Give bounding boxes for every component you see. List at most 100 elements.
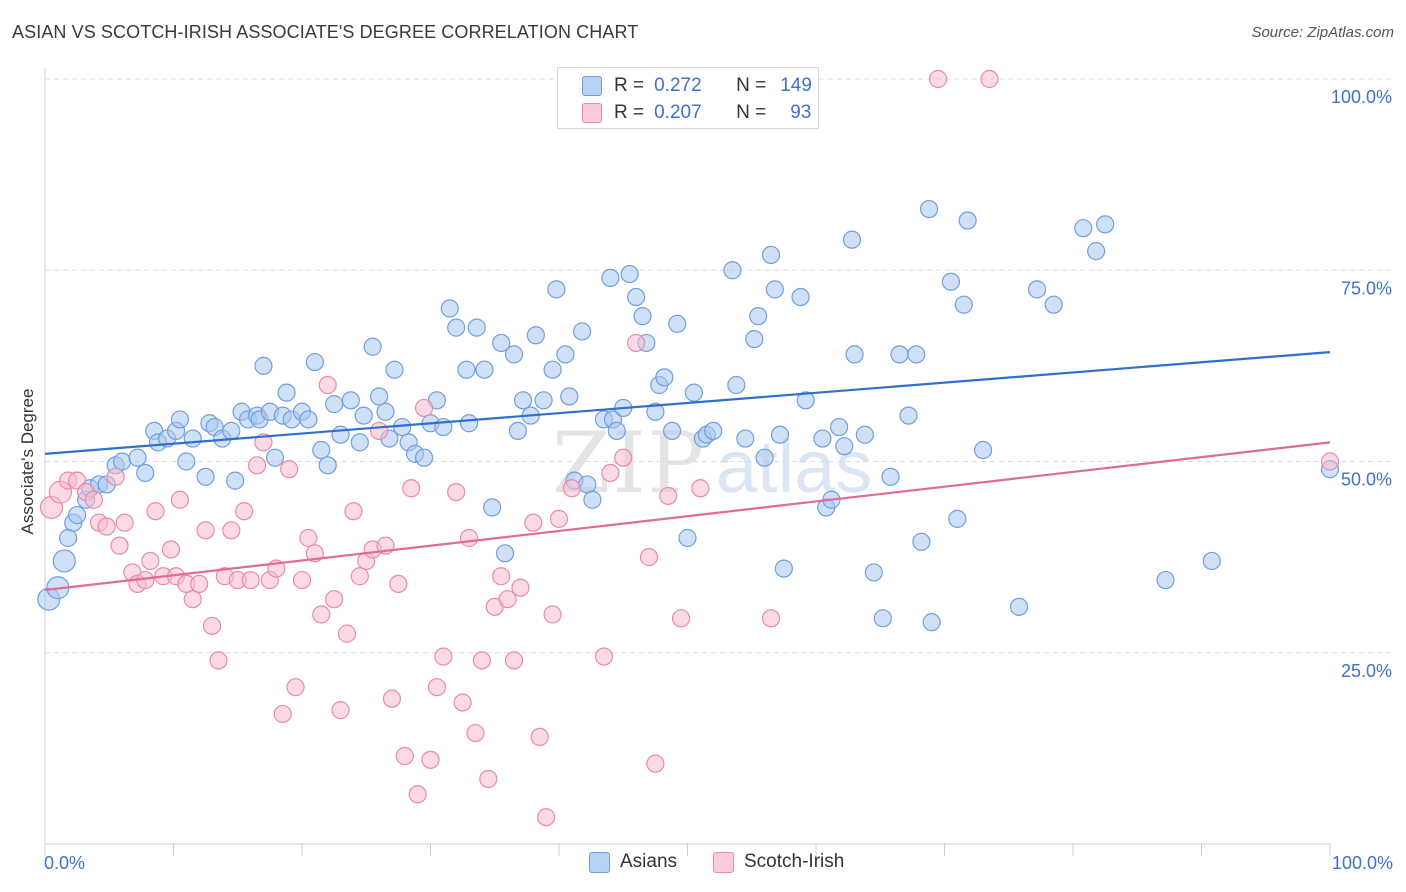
x-tick-label: 100.0% (1332, 853, 1393, 873)
asian-point (305, 352, 324, 372)
stats-legend: R = 0.272 N = 149 R = 0.207 N = 93 (557, 67, 819, 129)
scotch-irish-point (492, 567, 511, 586)
scotch-irish-point (209, 651, 228, 670)
asian-point (526, 326, 545, 345)
scotch-irish-point (453, 693, 472, 712)
n-label: N = (736, 75, 767, 96)
asian-point (755, 448, 774, 467)
asian-point (835, 437, 854, 456)
scotch-irish-point (524, 513, 543, 532)
source-label: Source: ZipAtlas.com (1251, 24, 1394, 41)
scotch-irish-point (466, 723, 485, 743)
y-tick-label: 50.0% (1341, 470, 1392, 490)
scotch-irish-point (614, 448, 633, 467)
scotch-irish-point (280, 460, 299, 479)
asian-point (1027, 280, 1047, 299)
scotch-irish-point (299, 528, 318, 548)
asian-point (183, 429, 202, 448)
scotch-irish-point (254, 433, 273, 452)
asian-point (607, 421, 626, 440)
asian-point (1074, 219, 1093, 238)
y-tick-label: 100.0% (1331, 87, 1392, 107)
scotch-irish-trend-line (44, 441, 1331, 592)
scotch-irish-point (402, 479, 421, 498)
asian-point (873, 609, 892, 628)
asian-point (633, 307, 652, 326)
asian-point (830, 417, 849, 437)
scotch-irish-point (691, 479, 710, 498)
asian-point (492, 333, 511, 353)
scotch-irish-point (110, 536, 129, 555)
asian-point (1202, 551, 1221, 571)
scotch-irish-point (1320, 452, 1340, 471)
asian-point (385, 360, 404, 379)
asian-point (855, 425, 874, 444)
asian-point (312, 440, 331, 460)
scotch-irish-point (447, 483, 466, 502)
scotch-irish-point (222, 521, 241, 540)
asian-point (620, 264, 639, 284)
scotch-irish-point (601, 463, 620, 483)
asian-point (196, 467, 215, 486)
scotch-irish-point (980, 69, 999, 89)
scotch-irish-point (537, 808, 556, 827)
asian-point (907, 345, 926, 364)
scotch-irish-point (459, 528, 479, 548)
y-axis-label: Associate's Degree (18, 389, 37, 535)
r-value: 0.207 (654, 102, 702, 123)
asian-point (1044, 295, 1063, 314)
scotch-irish-point (421, 750, 440, 769)
scotch-irish-point (395, 746, 414, 766)
scotch-irish-point (115, 513, 134, 532)
scotch-irish-point (504, 651, 524, 670)
scotch-irish-point (543, 605, 562, 624)
scotch-irish-point (761, 609, 781, 628)
asian-point (842, 230, 862, 249)
asian-point (845, 345, 864, 364)
asian-point (770, 425, 790, 444)
asian-point (948, 509, 967, 528)
asian-point (1096, 215, 1115, 234)
asian-point (736, 429, 755, 448)
scotch-irish-point (247, 456, 267, 475)
scotch-irish-point (511, 578, 530, 597)
asian-point (128, 448, 147, 467)
scotch-irish-point (498, 590, 517, 609)
scotch-irish-point (427, 678, 447, 697)
asian-point (912, 532, 931, 551)
scotch-irish-point (408, 785, 427, 804)
scotch-irish-point (292, 570, 312, 590)
y-tick-label: 75.0% (1341, 278, 1392, 298)
asian-point (459, 414, 479, 433)
asian-point (325, 395, 344, 414)
asian-point (704, 421, 723, 440)
asian-point (370, 387, 389, 406)
scotch-irish-point (594, 647, 614, 666)
x-tick-label: 0.0% (44, 853, 85, 873)
asian-point (457, 360, 476, 379)
asian-point (941, 272, 961, 291)
scotch-irish-point (170, 490, 190, 509)
asian-point (1087, 242, 1106, 261)
scotch-irish-point (286, 678, 305, 697)
asian-point (331, 425, 350, 444)
asian-point (662, 421, 682, 440)
asian-point (341, 391, 360, 410)
asian-point (899, 406, 918, 425)
asian-point (765, 280, 784, 299)
scotch-irish-point (196, 521, 215, 540)
asian-point (254, 356, 273, 375)
asian-point (414, 448, 434, 467)
scotch-irish-point (370, 421, 389, 440)
scotch-irish-point (318, 375, 337, 395)
n-label: N = (736, 102, 767, 123)
scotch-irish-point (671, 609, 691, 628)
asian-point (52, 549, 76, 573)
asian-point (475, 360, 494, 379)
scotch-irish-point (325, 590, 344, 609)
legend-label-asians: Asians (620, 851, 678, 872)
asian-point (534, 391, 553, 410)
scotch-irish-point (646, 754, 665, 773)
asian-point (749, 307, 768, 326)
asian-point (919, 199, 939, 219)
